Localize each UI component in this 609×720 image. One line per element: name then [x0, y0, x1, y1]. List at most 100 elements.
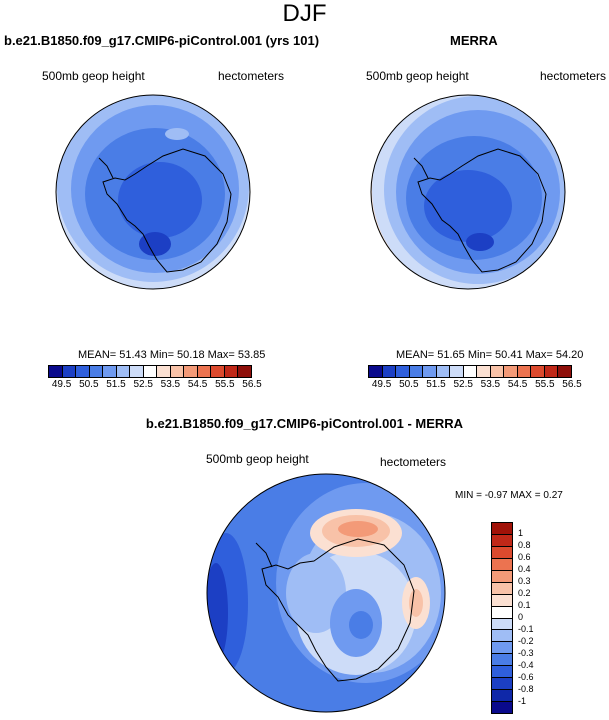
- panel1-polar-map: [55, 94, 251, 290]
- panel1-stats: MEAN= 51.43 Min= 50.18 Max= 53.85: [78, 349, 266, 361]
- colorbar-swatch: [492, 523, 512, 535]
- colorbar-tick-label: -0.3: [518, 648, 534, 658]
- colorbar-tick-label: 52.5: [453, 379, 473, 390]
- colorbar-swatch: [492, 546, 512, 559]
- panel1-variable-label: 500mb geop height: [42, 69, 145, 83]
- panel3-colorbar: [491, 522, 513, 714]
- colorbar-tick-label: 1: [518, 528, 524, 538]
- colorbar-swatch: [492, 702, 512, 713]
- colorbar-tick-label: 0.2: [518, 588, 531, 598]
- colorbar-swatch: [492, 690, 512, 703]
- colorbar-swatch: [492, 630, 512, 643]
- colorbar-swatch: [492, 582, 512, 595]
- colorbar-tick-label: 0.6: [518, 552, 531, 562]
- colorbar-swatch: [423, 366, 437, 377]
- panel2-variable-label: 500mb geop height: [366, 69, 469, 83]
- panel3-polar-map: [206, 473, 446, 713]
- panel2-colorbar: 49.5 50.5 51.5 52.5 53.5 54.5 55.5 56.5: [368, 365, 582, 391]
- panel2-polar-map: [370, 94, 566, 290]
- panel2-colorbar-ticks: 49.5 50.5 51.5 52.5 53.5 54.5 55.5 56.5: [368, 379, 582, 391]
- colorbar-swatch: [492, 678, 512, 691]
- colorbar-swatch: [492, 558, 512, 571]
- colorbar-tick-label: 49.5: [51, 379, 72, 390]
- colorbar-swatch: [463, 366, 478, 377]
- colorbar-tick-label: -1: [518, 696, 527, 706]
- colorbar-swatch: [396, 366, 410, 377]
- colorbar-tick-label: -0.1: [518, 624, 534, 634]
- colorbar-swatch: [211, 366, 225, 377]
- colorbar-tick-label: 0: [518, 612, 524, 622]
- colorbar-tick-label: 51.5: [106, 379, 126, 390]
- colorbar-tick-label: 54.5: [507, 379, 528, 390]
- colorbar-tick-label: 50.5: [399, 379, 419, 390]
- colorbar-tick-label: 54.5: [187, 379, 208, 390]
- colorbar-tick-label: 53.5: [480, 379, 501, 390]
- colorbar-swatch: [531, 366, 545, 377]
- colorbar-tick-label: 53.5: [160, 379, 181, 390]
- panel3-variable-label: 500mb geop height: [206, 452, 309, 466]
- panel3-title: b.e21.B1850.f09_g17.CMIP6-piControl.001 …: [145, 416, 464, 431]
- colorbar-swatch: [544, 366, 559, 377]
- colorbar-swatch: [492, 570, 512, 583]
- colorbar-swatch: [130, 366, 144, 377]
- colorbar-tick-label: 0.8: [518, 540, 531, 550]
- figure-title: DJF: [282, 0, 327, 27]
- panel1-title: b.e21.B1850.f09_g17.CMIP6-piControl.001 …: [4, 33, 320, 48]
- colorbar-swatch: [558, 366, 571, 377]
- colorbar-swatch: [382, 366, 397, 377]
- panel2-units-label: hectometers: [540, 69, 607, 83]
- colorbar-swatch: [143, 366, 158, 377]
- colorbar-tick-label: -0.8: [518, 684, 534, 694]
- colorbar-tick-label: 50.5: [79, 379, 99, 390]
- colorbar-swatch: [492, 618, 512, 631]
- colorbar-swatch: [62, 366, 77, 377]
- panel1-colorbar-swatches: [48, 365, 252, 378]
- colorbar-tick-label: 0.4: [518, 564, 531, 574]
- colorbar-swatch: [492, 642, 512, 655]
- colorbar-swatch: [49, 366, 63, 377]
- colorbar-swatch: [504, 366, 518, 377]
- panel1-colorbar-ticks: 49.5 50.5 51.5 52.5 53.5 54.5 55.5 56.5: [48, 379, 262, 391]
- panel2-stats: MEAN= 51.65 Min= 50.41 Max= 54.20: [396, 349, 584, 361]
- colorbar-swatch: [89, 366, 104, 377]
- colorbar-tick-label: 52.5: [133, 379, 153, 390]
- colorbar-tick-label: -0.2: [518, 636, 534, 646]
- colorbar-swatch: [116, 366, 131, 377]
- colorbar-tick-label: -0.4: [518, 660, 534, 670]
- colorbar-tick-label: 56.5: [242, 379, 262, 390]
- colorbar-swatch: [477, 366, 491, 377]
- panel2-title: MERRA: [450, 33, 498, 48]
- colorbar-swatch: [184, 366, 198, 377]
- panel3-stats: MIN = -0.97 MAX = 0.27: [455, 490, 563, 501]
- colorbar-swatch: [490, 366, 505, 377]
- colorbar-tick-label: -0.6: [518, 672, 534, 682]
- colorbar-swatch: [492, 606, 512, 619]
- colorbar-tick-label: 49.5: [371, 379, 392, 390]
- colorbar-swatch: [224, 366, 239, 377]
- panel2-colorbar-swatches: [368, 365, 572, 378]
- colorbar-swatch: [369, 366, 383, 377]
- colorbar-swatch: [238, 366, 251, 377]
- colorbar-swatch: [103, 366, 117, 377]
- colorbar-tick-label: 56.5: [562, 379, 582, 390]
- colorbar-tick-label: 55.5: [215, 379, 235, 390]
- colorbar-tick-label: 51.5: [426, 379, 446, 390]
- colorbar-swatch: [517, 366, 532, 377]
- panel1-colorbar: 49.5 50.5 51.5 52.5 53.5 54.5 55.5 56.5: [48, 365, 262, 391]
- panel1-units-label: hectometers: [218, 69, 285, 83]
- colorbar-swatch: [157, 366, 171, 377]
- colorbar-swatch: [409, 366, 424, 377]
- colorbar-swatch: [197, 366, 212, 377]
- colorbar-tick-label: 0.1: [518, 600, 531, 610]
- colorbar-swatch: [492, 594, 512, 607]
- panel3-units-label: hectometers: [380, 455, 447, 469]
- panel3-colorbar-ticks: 1 0.8 0.6 0.4 0.3 0.2 0.1 0 -0.1 -0.2 -0.3 -0.4 -0.6…: [518, 522, 558, 714]
- colorbar-swatch: [492, 654, 512, 667]
- colorbar-swatch: [436, 366, 451, 377]
- colorbar-swatch: [76, 366, 90, 377]
- colorbar-tick-label: 0.3: [518, 576, 531, 586]
- colorbar-swatch: [492, 534, 512, 547]
- colorbar-swatch: [492, 666, 512, 679]
- colorbar-swatch: [450, 366, 464, 377]
- colorbar-tick-label: 55.5: [535, 379, 555, 390]
